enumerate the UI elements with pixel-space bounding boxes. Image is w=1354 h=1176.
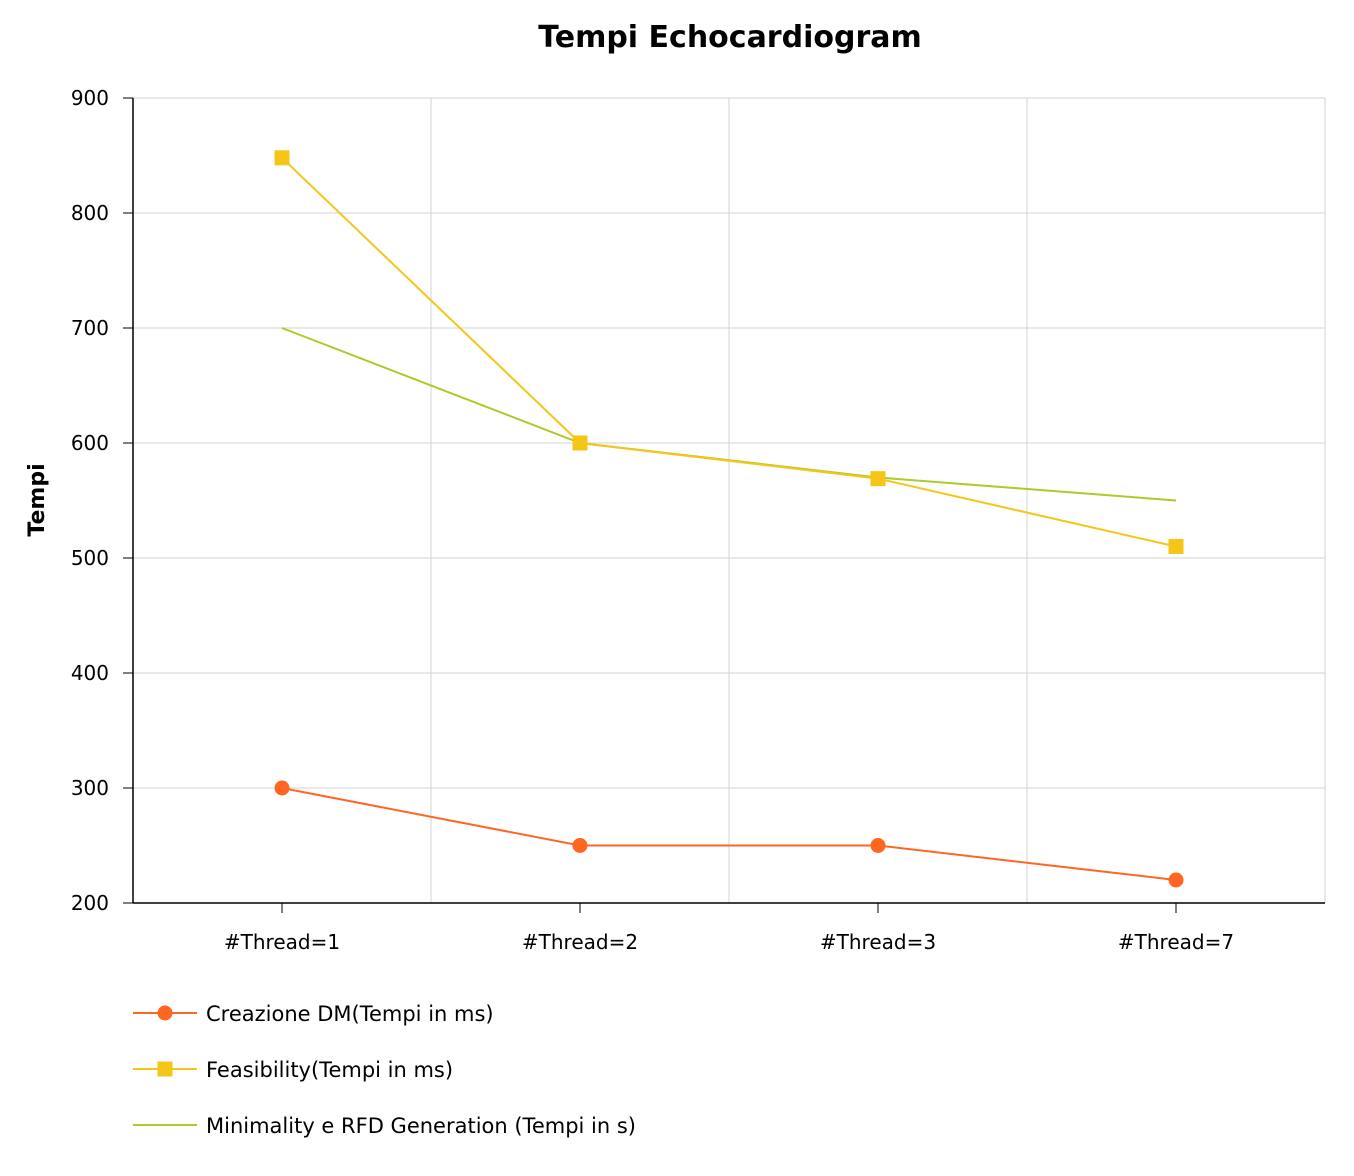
y-tick-label: 600 [71,431,109,455]
series-line [281,787,1177,881]
y-axis-ticks: 200 300 400 500 600 700 800 900 [71,86,133,915]
data-point [870,838,886,853]
legend-label: Minimality e RFD Generation (Tempi in s) [206,1114,636,1138]
y-tick-label: 700 [71,316,109,340]
data-point [1168,872,1184,888]
y-axis-label: Tempi [25,463,50,536]
series-line [281,157,1177,548]
data-point [274,150,290,166]
chart-title: Tempi Echocardiogram [538,20,922,55]
gridlines [133,97,1326,903]
legend-label: Creazione DM(Tempi in ms) [206,1002,494,1026]
y-tick-label: 400 [71,661,109,685]
y-tick-label: 800 [71,201,109,225]
data-point [274,780,290,796]
data-point [572,838,588,853]
legend-label: Feasibility(Tempi in ms) [206,1058,453,1082]
legend-marker [157,1061,173,1077]
y-tick-label: 500 [71,546,109,570]
legend-marker [157,1005,173,1021]
x-tick-label: #Thread=7 [1118,930,1234,954]
data-point [572,435,588,451]
x-tick-label: #Thread=2 [522,930,638,954]
x-axis-ticks: #Thread=1 #Thread=2 #Thread=3 #Thread=7 [224,903,1234,954]
data-point [1168,539,1184,554]
legend: Creazione DM(Tempi in ms) Feasibility(Tem… [133,1002,636,1138]
y-tick-label: 300 [71,776,109,800]
data-point [870,471,886,487]
axes [132,98,1325,904]
x-tick-label: #Thread=1 [224,930,340,954]
y-tick-label: 900 [71,86,109,110]
y-tick-label: 200 [71,891,109,915]
x-tick-label: #Thread=3 [820,930,936,954]
series-group [274,150,1184,888]
